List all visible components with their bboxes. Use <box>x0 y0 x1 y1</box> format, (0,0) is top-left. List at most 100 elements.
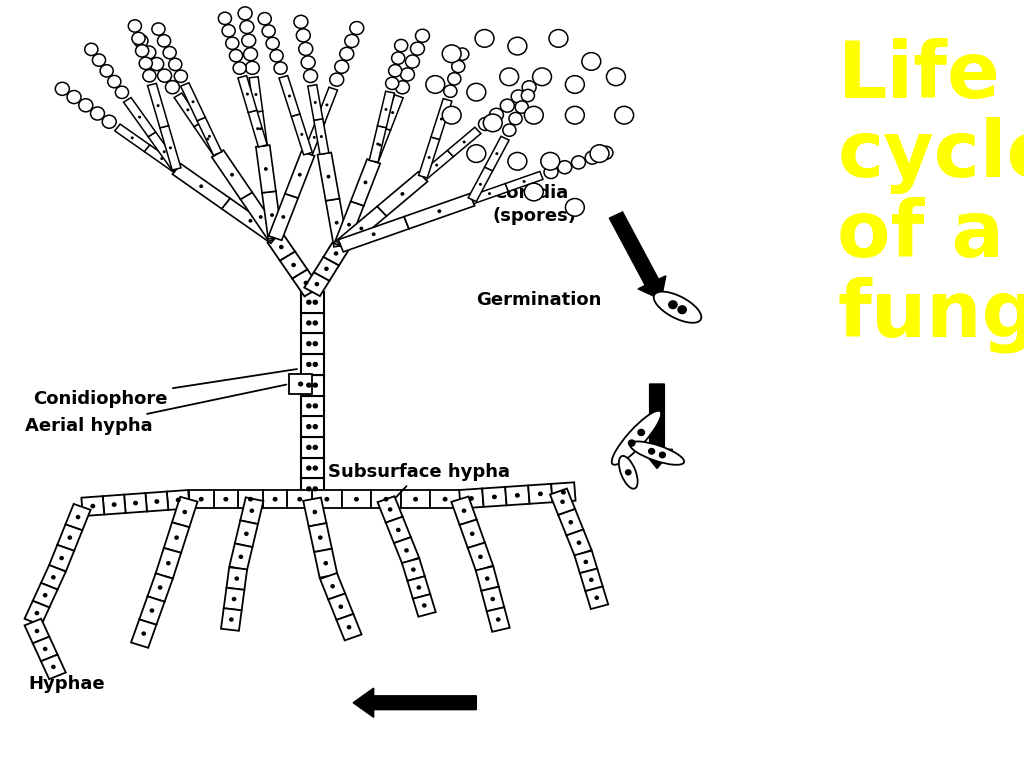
Circle shape <box>102 115 116 128</box>
Circle shape <box>274 62 287 74</box>
Polygon shape <box>303 498 327 526</box>
Polygon shape <box>308 523 332 552</box>
Circle shape <box>385 109 387 110</box>
Circle shape <box>659 452 666 458</box>
Polygon shape <box>486 607 510 632</box>
Circle shape <box>307 404 311 408</box>
Polygon shape <box>394 537 419 564</box>
Circle shape <box>313 404 317 408</box>
Circle shape <box>508 152 526 170</box>
Polygon shape <box>131 620 157 647</box>
Polygon shape <box>337 614 361 641</box>
Polygon shape <box>57 525 82 551</box>
Circle shape <box>606 68 626 85</box>
Circle shape <box>345 35 358 48</box>
Polygon shape <box>304 272 330 296</box>
Circle shape <box>36 630 39 633</box>
Circle shape <box>396 528 400 531</box>
Circle shape <box>280 246 283 249</box>
Polygon shape <box>551 482 575 502</box>
Circle shape <box>36 611 39 614</box>
Circle shape <box>565 106 585 124</box>
Circle shape <box>232 598 236 601</box>
Circle shape <box>384 498 388 501</box>
Polygon shape <box>484 137 509 170</box>
Circle shape <box>60 557 63 560</box>
Circle shape <box>515 101 528 113</box>
Polygon shape <box>481 587 504 611</box>
Circle shape <box>492 598 495 601</box>
Polygon shape <box>378 91 394 127</box>
Circle shape <box>233 62 246 74</box>
Circle shape <box>336 221 338 224</box>
Circle shape <box>175 536 178 539</box>
Circle shape <box>200 185 203 187</box>
Polygon shape <box>314 549 337 578</box>
Circle shape <box>389 65 401 77</box>
Circle shape <box>289 95 290 97</box>
Circle shape <box>365 181 367 184</box>
Circle shape <box>273 498 276 501</box>
Circle shape <box>443 498 446 501</box>
Polygon shape <box>248 111 267 147</box>
Circle shape <box>423 604 426 607</box>
Circle shape <box>139 117 140 118</box>
Circle shape <box>183 511 186 514</box>
Circle shape <box>544 166 558 179</box>
Polygon shape <box>314 119 329 154</box>
Polygon shape <box>370 126 386 162</box>
Circle shape <box>313 425 317 429</box>
Text: Conidiophore: Conidiophore <box>33 369 297 409</box>
Circle shape <box>142 46 156 59</box>
Polygon shape <box>280 251 307 279</box>
Circle shape <box>44 594 47 597</box>
Circle shape <box>132 32 145 45</box>
Circle shape <box>565 75 585 93</box>
Polygon shape <box>574 551 597 573</box>
Circle shape <box>558 161 571 174</box>
Ellipse shape <box>630 442 684 465</box>
Circle shape <box>128 20 141 32</box>
Circle shape <box>262 25 275 37</box>
Polygon shape <box>580 568 603 591</box>
Circle shape <box>478 118 493 131</box>
Polygon shape <box>172 497 198 527</box>
Ellipse shape <box>611 411 662 465</box>
Circle shape <box>158 35 171 47</box>
Circle shape <box>561 500 564 503</box>
Circle shape <box>313 137 315 138</box>
Circle shape <box>77 515 80 518</box>
Polygon shape <box>316 88 338 123</box>
Polygon shape <box>459 488 483 508</box>
Circle shape <box>90 107 104 120</box>
Polygon shape <box>267 233 295 260</box>
Circle shape <box>325 498 329 501</box>
Circle shape <box>239 7 252 20</box>
Polygon shape <box>239 490 263 508</box>
Polygon shape <box>33 637 57 661</box>
Polygon shape <box>41 565 66 590</box>
Circle shape <box>475 29 494 47</box>
Polygon shape <box>317 153 340 200</box>
Polygon shape <box>342 490 372 508</box>
Text: Germination: Germination <box>476 290 602 309</box>
Polygon shape <box>430 490 460 508</box>
Polygon shape <box>566 529 592 556</box>
Circle shape <box>270 50 284 62</box>
Circle shape <box>304 281 307 284</box>
Circle shape <box>159 586 162 589</box>
Polygon shape <box>386 517 411 543</box>
Polygon shape <box>238 76 257 112</box>
Circle shape <box>113 503 116 506</box>
Ellipse shape <box>653 292 701 323</box>
Circle shape <box>443 85 457 98</box>
Circle shape <box>258 12 271 25</box>
Circle shape <box>229 49 243 61</box>
Circle shape <box>614 106 634 124</box>
Circle shape <box>638 429 644 435</box>
Circle shape <box>307 466 311 470</box>
Circle shape <box>315 283 318 286</box>
Polygon shape <box>301 437 324 458</box>
Polygon shape <box>41 654 66 679</box>
Polygon shape <box>326 199 348 247</box>
